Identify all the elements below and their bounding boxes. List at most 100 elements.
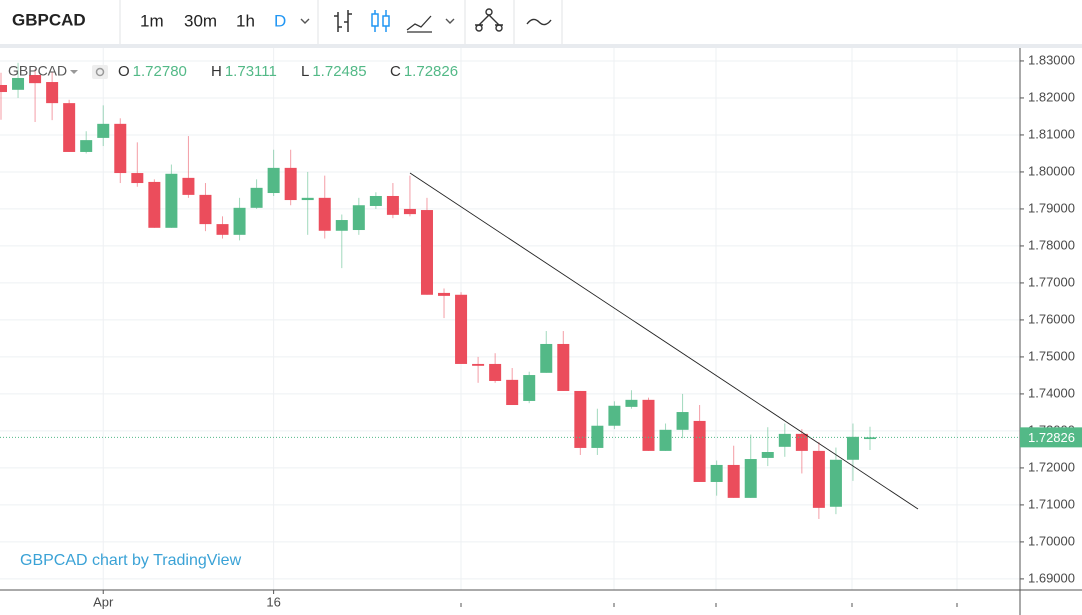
- legend-key: O: [118, 63, 130, 80]
- legend-value: 1.72485: [312, 63, 366, 80]
- y-tick-label: 1.71000: [1028, 496, 1075, 511]
- legend-value: 1.72780: [133, 63, 187, 80]
- candle-body: [829, 459, 842, 507]
- y-tick-label: 1.76000: [1028, 311, 1075, 326]
- candle-body: [591, 425, 604, 448]
- candle-body: [80, 140, 93, 152]
- x-tick-label: 16: [266, 594, 280, 609]
- interval-button[interactable]: 1m: [140, 11, 164, 30]
- candle-body: [386, 195, 399, 215]
- time-grid: [460, 48, 958, 590]
- interval-dropdown[interactable]: [300, 18, 310, 24]
- candle-body: [46, 82, 59, 104]
- candle-body: [12, 77, 25, 90]
- candle-body: [557, 343, 570, 391]
- candle-body: [335, 220, 348, 231]
- y-tick-label: 1.78000: [1028, 237, 1075, 252]
- legend: O 1.72780 H 1.73111 L 1.72485 C 1.72826: [118, 63, 458, 80]
- bars-icon[interactable]: [334, 10, 352, 32]
- legend-key: C: [390, 63, 401, 80]
- legend-dropdown[interactable]: [70, 70, 78, 74]
- toolbar-border: [0, 44, 1082, 48]
- legend-key: L: [301, 63, 309, 80]
- candle-body: [165, 173, 178, 228]
- candle-body: [148, 181, 161, 228]
- legend-eye[interactable]: [92, 65, 108, 79]
- candle-body: [608, 405, 621, 426]
- interval-button-active[interactable]: D: [274, 11, 286, 30]
- candle-body: [693, 420, 706, 482]
- candle-body: [29, 75, 42, 84]
- candles-icon[interactable]: [371, 10, 390, 32]
- candle-body: [131, 173, 144, 184]
- legend-value: 1.73111: [225, 63, 277, 80]
- legend-key: H: [211, 63, 222, 80]
- toolbar: [0, 0, 1082, 44]
- candle-body: [642, 399, 655, 451]
- candle-body: [250, 187, 263, 208]
- candle-body: [846, 436, 859, 460]
- axis: 1.690001.700001.710001.720001.730001.740…: [0, 52, 1082, 609]
- candle-body: [216, 224, 229, 235]
- y-tick-label: 1.70000: [1028, 533, 1075, 548]
- candle-body: [455, 294, 468, 364]
- grid: [0, 48, 1020, 590]
- interval-button[interactable]: 1h: [236, 11, 255, 30]
- candle-body: [0, 84, 7, 93]
- candle-body: [438, 292, 451, 296]
- candle-body: [182, 177, 195, 195]
- compare-icon[interactable]: [475, 8, 503, 32]
- y-tick-label: 1.82000: [1028, 89, 1075, 104]
- candle-body: [233, 207, 246, 235]
- candle-body: [864, 437, 876, 440]
- candles: [0, 62, 876, 519]
- candle-body: [540, 343, 553, 373]
- candle-body: [778, 433, 791, 447]
- candle-body: [727, 464, 740, 498]
- chart-type-dropdown[interactable]: [445, 18, 455, 24]
- candle-body: [63, 103, 76, 152]
- candle-body: [506, 379, 519, 406]
- interval-button[interactable]: 30m: [184, 11, 217, 30]
- candle-body: [625, 399, 638, 407]
- y-tick-label: 1.75000: [1028, 348, 1075, 363]
- legend-value: 1.72826: [404, 63, 458, 80]
- indicators-icon[interactable]: [526, 18, 552, 26]
- candle-body: [301, 197, 314, 201]
- last-price-tag: [1020, 427, 1082, 448]
- symbol[interactable]: GBPCAD: [12, 10, 86, 29]
- candle-body: [659, 429, 672, 451]
- candle-body: [403, 208, 416, 215]
- trend-line[interactable]: [409, 172, 919, 510]
- candle-body: [523, 375, 536, 401]
- y-tick-label: 1.69000: [1028, 570, 1075, 585]
- candle-body: [489, 363, 502, 381]
- x-tick-label: Apr: [93, 594, 114, 609]
- candle-body: [420, 210, 433, 295]
- candle-body: [352, 205, 365, 231]
- y-tick-label: 1.80000: [1028, 163, 1075, 178]
- y-tick-label: 1.72000: [1028, 459, 1075, 474]
- legend-symbol[interactable]: GBPCAD: [8, 63, 67, 79]
- y-tick-label: 1.77000: [1028, 274, 1075, 289]
- candle-body: [744, 459, 757, 498]
- candle-body: [318, 197, 331, 231]
- last-price-label: 1.72826: [1028, 430, 1075, 445]
- candle-body: [267, 167, 280, 194]
- candle-body: [284, 167, 297, 201]
- y-tick-label: 1.74000: [1028, 385, 1075, 400]
- candle-body: [97, 123, 110, 138]
- watermark[interactable]: GBPCAD chart by TradingView: [20, 552, 242, 569]
- y-tick-label: 1.79000: [1028, 200, 1075, 215]
- candle-body: [574, 390, 587, 448]
- candle-body: [710, 464, 723, 482]
- candle-body: [199, 194, 212, 225]
- candle-body: [369, 195, 382, 206]
- y-tick-label: 1.83000: [1028, 52, 1075, 67]
- candle-body: [676, 412, 689, 430]
- candle-body: [761, 452, 774, 458]
- candle-body: [472, 363, 485, 366]
- candle-body: [812, 450, 825, 508]
- area-icon[interactable]: [406, 15, 432, 33]
